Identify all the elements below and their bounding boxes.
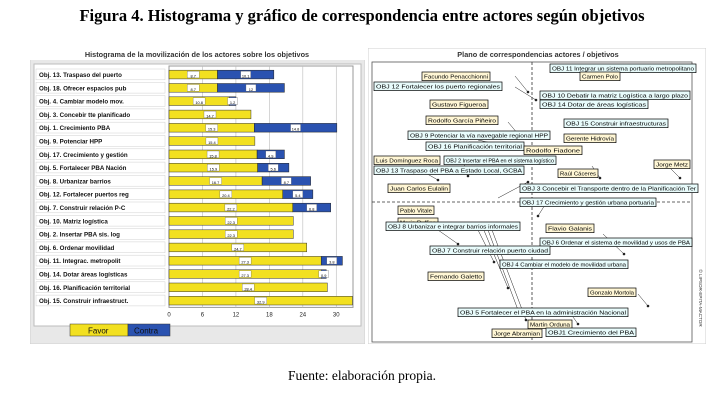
objective-label: OBJ 15 Construir infraestructuras	[566, 122, 666, 128]
actor-label: Gerente Hidrovía	[566, 137, 615, 143]
actor-label: Jorge Abramian	[494, 332, 540, 338]
category-label: Obj. 8. Urbanizar barrios	[39, 178, 111, 185]
favor-value-label: 15.4	[208, 140, 216, 145]
objective-label: OBJ 10 Debatir la matriz Logística a lar…	[542, 94, 688, 100]
figure-title: Figura 4. Histograma y gráfico de corres…	[79, 6, 645, 25]
actor-label: Martín Orduna	[530, 323, 571, 329]
category-label: Obj. 15. Construir infraestruct.	[39, 298, 129, 305]
contra-value-label: 0.9	[321, 273, 326, 278]
contra-value-label: 5.6	[271, 167, 276, 172]
favor-value-label: 27.3	[241, 260, 249, 265]
actor-label: Flavio Galanis	[548, 227, 592, 233]
legend-favor: Favor	[88, 327, 109, 336]
favor-value-label: 32.9	[257, 300, 265, 305]
x-tick-label: 0	[167, 312, 171, 318]
objective-label: OBJ 2 Insertar el PBA en el sistema logí…	[446, 159, 554, 165]
category-label: Obj. 13. Traspaso del puerto	[39, 72, 122, 79]
legend-contra: Contra	[134, 327, 159, 336]
contra-value-label: 3.8	[329, 260, 334, 265]
favor-value-label: 8.7	[191, 74, 196, 79]
objective-label: OBJ 8 Urbanizar e integrar barrios infor…	[388, 225, 518, 231]
category-label: Obj. 9. Potenciar HPP	[39, 138, 102, 145]
x-tick-label: 6	[201, 312, 205, 318]
actor-label: Juan Carlos Eulalin	[390, 187, 448, 193]
favor-value-label: 10.8	[195, 100, 203, 105]
actor-label: Gustavo Figueroa	[432, 103, 487, 109]
objective-label: OBJ 4 Cambiar el modelo de movilidad urb…	[502, 263, 627, 269]
favor-value-label: 8.7	[191, 87, 196, 92]
category-label: Obj. 12. Fortalecer puertos reg	[39, 192, 129, 199]
category-label: Obj. 17. Crecimiento y gestión	[39, 152, 128, 159]
favor-value-label: 15.9	[210, 167, 218, 172]
objective-label: OBJ 14 Dotar de áreas logísticas	[542, 103, 646, 109]
actor-label: Carmen Polo	[582, 75, 618, 81]
actor-label: Pablo Vitale	[400, 209, 432, 215]
actor-label: Rodolfo García Piñeiro	[428, 119, 496, 125]
x-tick-label: 12	[233, 312, 240, 318]
contra-value-label: 1.2	[230, 100, 235, 105]
source-note: Fuente: elaboración propia.	[287, 368, 437, 383]
objective-label: OBJ 17 Crecimiento y gestión urbana port…	[522, 201, 655, 207]
favor-value-label: 27.3	[241, 273, 249, 278]
actor-label: Fernando Galetto	[430, 275, 482, 281]
favor-value-label: 28.4	[244, 286, 252, 291]
favor-value-label: 15.8	[209, 153, 217, 158]
objective-label: OBJ 13 Traspaso del PBA a Estado Local, …	[376, 169, 522, 175]
contra-value-label: 8.7	[284, 180, 289, 185]
objective-label: OBJ 5 Fortalecer el PBA en la administra…	[460, 311, 626, 317]
category-label: Obj. 3. Concebir tte planificado	[39, 112, 130, 119]
objective-label: OBJ 7 Construir relación puerto ciudad	[432, 249, 548, 255]
plane-title: Plano de correspondencias actores / obje…	[457, 50, 618, 59]
actor-label: Luis Domínguez Roca	[376, 159, 439, 165]
objective-label: OBJ 11 Integrar un sistema portuario met…	[552, 67, 694, 73]
favor-value-label: 24.7	[234, 246, 242, 251]
favor-value-label: 20.4	[222, 193, 230, 198]
x-tick-label: 18	[266, 312, 273, 318]
contra-value-label: 14.8	[292, 127, 300, 132]
favor-value-label: 14.7	[206, 113, 214, 118]
objective-label: OBJ1 Crecimiento del PBA	[548, 331, 634, 337]
contra-value-label: 10.1	[242, 74, 250, 79]
favor-value-label: 16.7	[212, 180, 220, 185]
x-tick-label: 30	[333, 312, 340, 318]
x-tick-label: 24	[299, 312, 306, 318]
actor-label: Facundo Penacchionni	[424, 75, 488, 81]
category-label: Obj. 16. Planificación territorial	[39, 285, 130, 292]
objective-label: OBJ 12 Fortalecer los puerto regionales	[376, 85, 500, 91]
correspondence-plane: Plano de correspondencias actores / obje…	[368, 48, 706, 344]
contra-value-label: 12	[249, 87, 253, 92]
favor-value-label: 22.3	[227, 220, 235, 225]
objective-label: OBJ 16 Planificación territorial	[428, 145, 522, 151]
objective-label: OBJ 6 Ordenar el sistema de movilidad y …	[542, 241, 690, 247]
contra-value-label: 4.9	[268, 153, 273, 158]
actor-label: Raúl Cáceres	[560, 172, 596, 178]
category-label: Obj. 14. Dotar áreas logísticas	[39, 271, 128, 278]
category-label: Obj. 11. Integrac. metropolit	[39, 258, 121, 265]
category-label: Obj. 4. Cambiar modelo mov.	[39, 99, 124, 106]
actor-label: Rodolfo Fiadone	[526, 149, 580, 155]
category-label: Obj. 1. Crecimiento PBA	[39, 125, 111, 132]
plane-side-label: © LIPSOR-EPITA-MACTOR	[698, 269, 704, 327]
histogram-chart: Histograma de la movilización de los act…	[30, 48, 365, 344]
favor-value-label: 22.2	[227, 207, 235, 212]
category-label: Obj. 18. Ofrecer espacios pub	[39, 85, 127, 92]
histogram-title: Histograma de la movilización de los act…	[85, 50, 309, 59]
category-label: Obj. 2. Insertar PBA sis. log	[39, 232, 120, 239]
objective-label: OBJ 3 Concebir el Transporte dentro de l…	[522, 187, 696, 193]
favor-value-label: 22.3	[227, 233, 235, 238]
category-label: Obj. 6. Ordenar movilidad	[39, 245, 115, 252]
objective-label: OBJ 9 Potenciar la vía navegable regiona…	[410, 134, 548, 140]
category-label: Obj. 10. Matriz logística	[39, 218, 108, 225]
actor-label: Gonzalo Mortola	[590, 291, 635, 297]
contra-value-label: 6.8	[309, 207, 314, 212]
actor-label: Jorge Metz	[656, 163, 688, 169]
favor-value-label: 15.3	[208, 127, 216, 132]
contra-value-label: 5.4	[295, 193, 301, 198]
category-label: Obj. 5. Fortalecer PBA Nación	[39, 165, 127, 172]
category-label: Obj. 7. Construir relación P-C	[39, 205, 126, 212]
